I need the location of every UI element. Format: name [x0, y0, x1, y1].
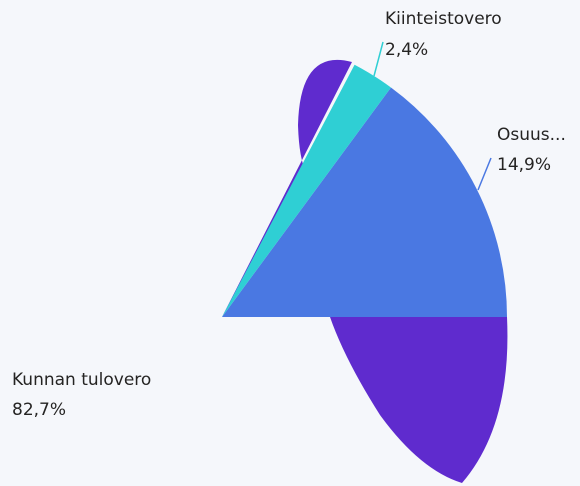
slice-label: Kunnan tulovero — [12, 370, 151, 390]
pie-slice — [222, 59, 508, 483]
slice-label: Osuus... — [497, 125, 566, 145]
slices — [222, 59, 508, 483]
slice-value-label: 2,4% — [385, 40, 428, 60]
pie-slice — [222, 87, 507, 318]
slice-value-label: 82,7% — [12, 400, 66, 420]
leader-line — [373, 41, 384, 77]
slice-label: Kiinteistovero — [385, 9, 502, 29]
slice-value-label: 14,9% — [497, 155, 551, 175]
leader-line — [477, 157, 492, 191]
pie-slice — [222, 64, 391, 317]
